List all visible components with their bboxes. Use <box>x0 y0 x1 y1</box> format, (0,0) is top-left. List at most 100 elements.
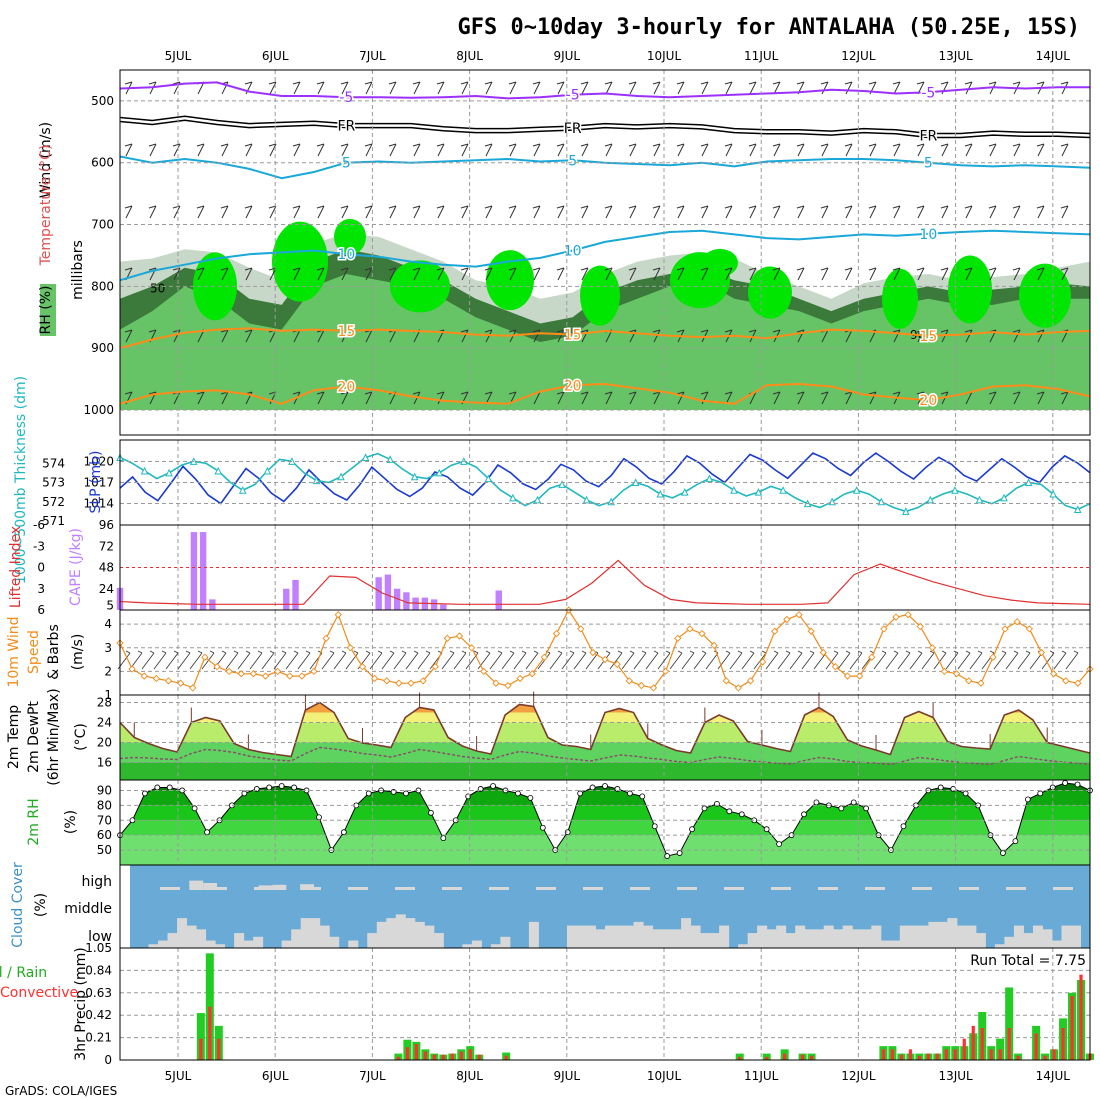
top-date-label: 5JUL <box>165 49 192 63</box>
precip-convective-bar <box>765 1056 769 1060</box>
cloud-low-bar <box>928 921 939 948</box>
slp-tick-label: 1020 <box>83 455 114 469</box>
wind-barb <box>292 267 301 281</box>
thickness-marker <box>165 468 173 477</box>
cloud-low-bar <box>196 929 207 948</box>
precip-convective-bar <box>450 1053 454 1060</box>
wind-barb <box>225 650 239 670</box>
cloud-low-bar <box>319 925 330 948</box>
wind-barb <box>244 329 253 343</box>
rh-marker <box>166 784 173 791</box>
rh-saturated-blob <box>882 268 918 329</box>
wind-barb <box>700 205 709 219</box>
rh-marker <box>365 790 372 797</box>
rh-marker <box>763 826 770 833</box>
rh-contour-label: 50 <box>150 282 165 296</box>
wind-barb <box>988 267 997 281</box>
wind-barb <box>556 267 565 281</box>
wind-barb <box>628 267 637 281</box>
isotherm-label: -5 <box>921 85 935 101</box>
wind-barb <box>172 143 181 157</box>
ylabel-2m-temp: 2m Temp <box>6 705 22 769</box>
cloud-high-trace <box>771 887 791 890</box>
cloud-low-bar <box>405 918 416 948</box>
pressure-tick-label: 1000 <box>83 403 114 417</box>
wind-speed-marker <box>892 613 900 621</box>
cloud-low-bar <box>947 918 958 948</box>
isotherm-label: 20 <box>564 378 582 394</box>
wind-barb <box>652 205 661 219</box>
rh-saturated-blob <box>948 255 992 324</box>
cloud-low-bar <box>291 929 302 948</box>
thickness-marker <box>386 455 394 463</box>
wind-barb <box>532 329 541 343</box>
ylabel-thickness: 1000~500mb Thickness (dm) <box>13 376 29 584</box>
pressure-tick-label: 700 <box>91 218 114 232</box>
isotherm-label: FR <box>919 129 937 145</box>
rh-marker <box>266 784 273 791</box>
li-tick-label: 0 <box>37 561 45 575</box>
precip-total-bar <box>1005 987 1014 1060</box>
rh-marker <box>539 824 546 831</box>
precip-convective-bar <box>890 1049 895 1060</box>
precip-convective-bar <box>423 1051 427 1060</box>
wind-barb <box>897 650 911 670</box>
wind-barb <box>388 267 397 281</box>
wind-barb <box>364 205 373 219</box>
cape-bar <box>292 579 299 610</box>
cloud-high-trace <box>912 887 932 890</box>
isotherm-label: 5 <box>568 153 577 169</box>
wind-barb <box>297 650 311 670</box>
wind-speed-marker <box>625 677 633 685</box>
temp-tick-label: 16 <box>97 756 112 770</box>
wind-barb <box>196 205 205 219</box>
wind-barb <box>892 81 901 95</box>
wind-barb <box>772 391 781 405</box>
wind-speed-marker <box>734 684 743 692</box>
wind-barb <box>825 650 839 670</box>
cloud-low-bar <box>433 933 444 948</box>
precip-convective-bar <box>980 1028 984 1060</box>
cloud-low-bar <box>414 921 425 948</box>
thickness-marker <box>533 495 542 504</box>
ylabel-2m-rh: 2m RH <box>26 798 42 845</box>
wind-speed-marker <box>152 674 161 683</box>
wind-barb <box>165 650 179 670</box>
wind-barb <box>628 81 637 95</box>
thickness-marker <box>730 486 738 494</box>
wind-barb <box>1041 650 1055 670</box>
cloud-high-trace <box>348 887 368 890</box>
precip-convective-bar <box>926 1053 930 1060</box>
wind-barb <box>945 650 959 670</box>
thickness-marker <box>705 474 714 483</box>
cloud-low-bar <box>785 933 796 948</box>
wind-barb <box>333 650 347 670</box>
bottom-date-label: 8JUL <box>456 1069 483 1083</box>
slp-tick-label: 1014 <box>83 497 114 511</box>
thickness-marker <box>558 480 566 488</box>
cloud-low-bar <box>1042 929 1053 948</box>
wind-barb <box>220 143 229 157</box>
wind-barb <box>388 81 397 95</box>
wind-barb <box>916 267 925 281</box>
thickness-tick-label: 572 <box>42 495 65 509</box>
cloud-high-bar <box>189 880 204 890</box>
thickness-marker <box>509 493 517 502</box>
rh-marker <box>527 794 534 801</box>
wind-speed-marker <box>1062 677 1070 685</box>
wind-barb <box>1036 267 1045 281</box>
rh-marker <box>776 841 783 848</box>
wind-barb <box>964 205 973 219</box>
wind-barb <box>940 267 949 281</box>
cloud-low-bar <box>681 918 692 948</box>
wind-barb <box>340 81 349 95</box>
cape-tick-label: 48 <box>99 561 114 575</box>
isotherm-line <box>119 229 1091 282</box>
wind-speed-marker <box>746 677 755 685</box>
cape-bar <box>384 574 392 610</box>
isotherm-label: FR <box>564 121 582 137</box>
cloud-low-bar <box>490 944 501 948</box>
rh-marker <box>577 790 584 797</box>
wind-barb <box>573 650 587 670</box>
thickness-marker <box>902 507 910 515</box>
